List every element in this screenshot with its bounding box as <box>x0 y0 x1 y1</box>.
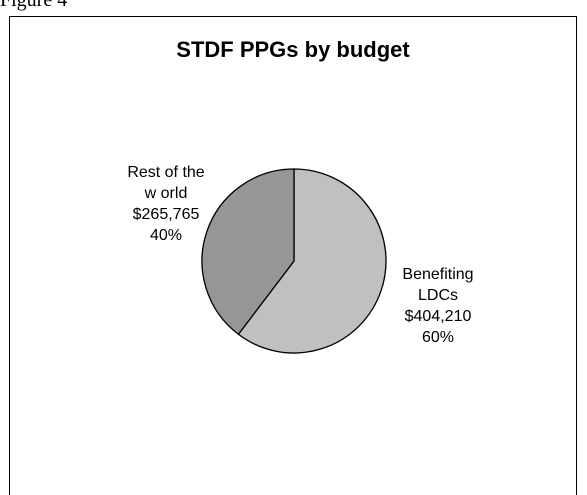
slice-label-rest-of-world: Rest of the w orld $265,765 40% <box>110 162 222 246</box>
slice-percent-label: 60% <box>421 329 455 346</box>
chart-title: STDF PPGs by budget <box>176 37 410 62</box>
figure-caption: Figure 4 <box>0 0 68 11</box>
slice-value-label: $404,210 <box>404 308 472 325</box>
slice-label-benefiting-ldcs: Benefiting LDCs $404,210 60% <box>390 264 486 348</box>
slice-name-line: LDCs <box>417 287 458 304</box>
slice-name-line: w orld <box>144 185 188 202</box>
slice-value-label: $265,765 <box>132 206 200 223</box>
slice-percent-label: 40% <box>149 227 183 244</box>
chart-frame: STDF PPGs by budget Rest of the w orld $… <box>9 16 577 495</box>
pie-slice-benefiting-ldcs <box>237 168 387 354</box>
pie-slice-rest-of-world <box>201 168 295 336</box>
slice-name-line: Rest of the <box>127 164 205 181</box>
pie-chart <box>201 168 387 354</box>
slice-name-line: Benefiting <box>402 266 474 283</box>
